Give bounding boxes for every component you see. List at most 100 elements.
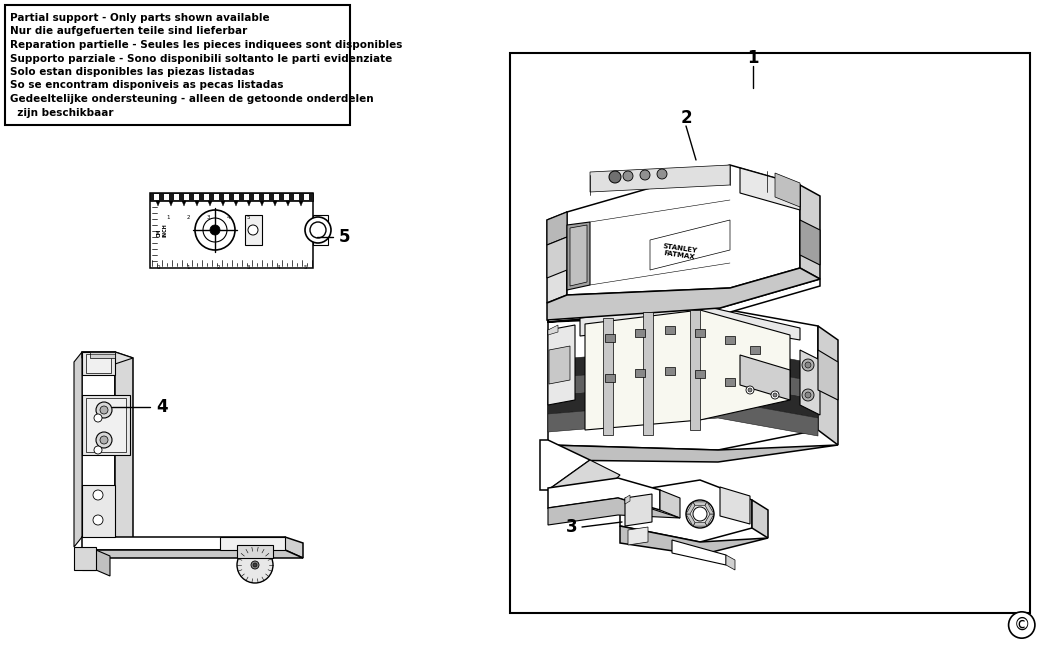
Circle shape <box>100 406 108 414</box>
Text: 3: 3 <box>566 518 578 536</box>
Text: 0: 0 <box>156 265 160 270</box>
Polygon shape <box>286 201 290 206</box>
Polygon shape <box>220 537 285 550</box>
Polygon shape <box>82 352 116 375</box>
Polygon shape <box>548 325 575 405</box>
Polygon shape <box>90 352 116 358</box>
Circle shape <box>100 436 108 444</box>
Text: Supporto parziale - Sono disponibili soltanto le parti evidenziate: Supporto parziale - Sono disponibili sol… <box>10 53 393 64</box>
Circle shape <box>203 218 227 242</box>
Bar <box>695 370 705 378</box>
Circle shape <box>771 391 779 399</box>
Polygon shape <box>548 445 838 462</box>
Polygon shape <box>82 537 285 550</box>
Polygon shape <box>800 220 820 265</box>
Polygon shape <box>570 225 587 286</box>
Polygon shape <box>775 173 800 207</box>
Text: ©: © <box>1013 616 1030 634</box>
Polygon shape <box>82 352 116 537</box>
Text: zijn beschikbaar: zijn beschikbaar <box>10 108 113 117</box>
Polygon shape <box>299 201 303 206</box>
Text: 1: 1 <box>748 49 759 67</box>
Polygon shape <box>548 279 820 322</box>
Polygon shape <box>800 350 820 415</box>
Polygon shape <box>548 460 620 505</box>
Polygon shape <box>625 495 630 504</box>
Polygon shape <box>693 502 707 506</box>
Text: 2: 2 <box>680 109 692 127</box>
Circle shape <box>94 414 102 422</box>
Polygon shape <box>313 215 328 245</box>
Polygon shape <box>620 480 752 542</box>
Polygon shape <box>650 220 730 270</box>
Polygon shape <box>294 194 299 200</box>
Polygon shape <box>237 545 273 558</box>
Polygon shape <box>548 382 818 418</box>
Polygon shape <box>273 201 277 206</box>
Bar <box>510 53 1030 613</box>
Text: Reparation partielle - Seules les pieces indiquees sont disponibles: Reparation partielle - Seules les pieces… <box>10 40 402 50</box>
Text: 4: 4 <box>156 398 168 416</box>
Polygon shape <box>156 201 160 206</box>
Polygon shape <box>740 168 800 210</box>
Polygon shape <box>548 364 818 400</box>
Polygon shape <box>82 352 133 364</box>
Circle shape <box>304 217 331 243</box>
Circle shape <box>94 446 102 454</box>
Polygon shape <box>567 165 800 295</box>
Polygon shape <box>82 485 116 537</box>
Circle shape <box>657 169 667 179</box>
Polygon shape <box>549 346 570 384</box>
Bar <box>635 369 645 377</box>
Bar <box>695 329 705 337</box>
Polygon shape <box>603 318 613 435</box>
Circle shape <box>802 359 814 371</box>
Polygon shape <box>195 201 200 206</box>
Circle shape <box>210 225 220 235</box>
Polygon shape <box>164 194 169 200</box>
Polygon shape <box>150 193 313 201</box>
Circle shape <box>693 507 707 521</box>
Circle shape <box>609 171 621 183</box>
Polygon shape <box>548 308 818 450</box>
Polygon shape <box>234 194 239 200</box>
Polygon shape <box>720 487 750 524</box>
Polygon shape <box>82 550 303 558</box>
Text: 5: 5 <box>247 215 250 220</box>
Polygon shape <box>705 514 714 526</box>
Polygon shape <box>214 194 219 200</box>
Text: Gedeeltelijke ondersteuning - alleen de getoonde onderdelen: Gedeeltelijke ondersteuning - alleen de … <box>10 94 374 104</box>
Bar <box>635 329 645 337</box>
Text: 4: 4 <box>226 215 230 220</box>
Text: 3: 3 <box>206 215 210 220</box>
Polygon shape <box>818 350 838 400</box>
Bar <box>665 367 675 375</box>
Polygon shape <box>643 312 653 435</box>
Polygon shape <box>548 478 660 510</box>
Polygon shape <box>547 212 567 303</box>
Bar <box>724 378 735 386</box>
Polygon shape <box>208 201 212 206</box>
Circle shape <box>237 547 273 583</box>
Circle shape <box>746 386 754 394</box>
Polygon shape <box>264 194 269 200</box>
Polygon shape <box>752 500 768 538</box>
Bar <box>750 346 760 354</box>
Polygon shape <box>244 194 249 200</box>
Circle shape <box>310 222 326 238</box>
Polygon shape <box>82 550 96 570</box>
Polygon shape <box>274 194 279 200</box>
Circle shape <box>623 171 633 181</box>
Polygon shape <box>580 305 800 340</box>
Polygon shape <box>182 201 186 206</box>
Polygon shape <box>625 494 652 526</box>
Polygon shape <box>169 201 173 206</box>
Polygon shape <box>204 194 209 200</box>
Text: Nur die aufgefuerten teile sind lieferbar: Nur die aufgefuerten teile sind lieferba… <box>10 27 247 36</box>
Text: Solo estan disponibles las piezas listadas: Solo estan disponibles las piezas listad… <box>10 67 254 77</box>
Text: 5: 5 <box>339 228 351 246</box>
Polygon shape <box>620 526 768 555</box>
Polygon shape <box>86 398 126 452</box>
Circle shape <box>251 561 259 569</box>
Polygon shape <box>726 555 735 570</box>
